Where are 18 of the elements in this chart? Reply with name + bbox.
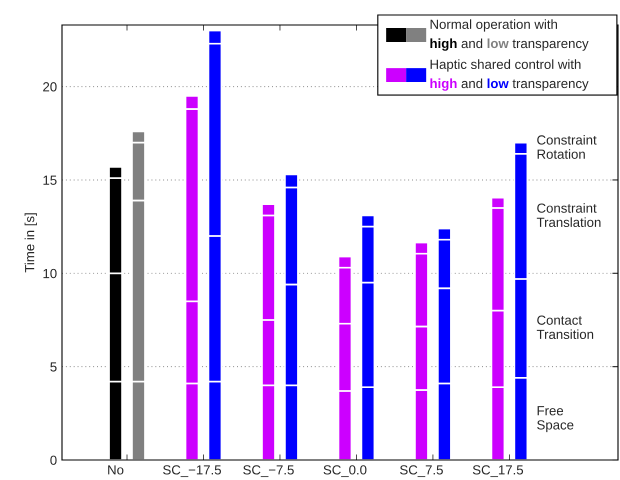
series-label: Free Space <box>537 406 574 432</box>
x-tick-label: SC_17.5 <box>472 465 524 478</box>
y-tick-label: 5 <box>50 362 57 372</box>
x-tick-label: No <box>108 465 124 475</box>
x-tick-label: SC_0.0 <box>324 465 366 478</box>
x-tick-label: SC_7.5 <box>400 465 443 478</box>
series-label: Constraint Translation <box>536 203 600 228</box>
annotation: Haptic shared control with high and low transparency <box>430 59 589 91</box>
y-tick-label: 10 <box>43 268 57 278</box>
annotation: Normal operation with high and low transparency <box>430 19 589 51</box>
y-tick-label: 0 <box>50 456 57 465</box>
x-tick-label: SC_−7.5 <box>243 465 294 478</box>
y-axis-title: Time in [s] <box>24 213 37 272</box>
x-tick-label: SC_−17.5 <box>163 465 221 478</box>
y-tick-label: 15 <box>43 176 57 185</box>
y-tick-label: 20 <box>43 82 57 92</box>
series-label: Constraint Rotation <box>537 134 597 159</box>
series-label: Contact Transition <box>536 315 594 340</box>
